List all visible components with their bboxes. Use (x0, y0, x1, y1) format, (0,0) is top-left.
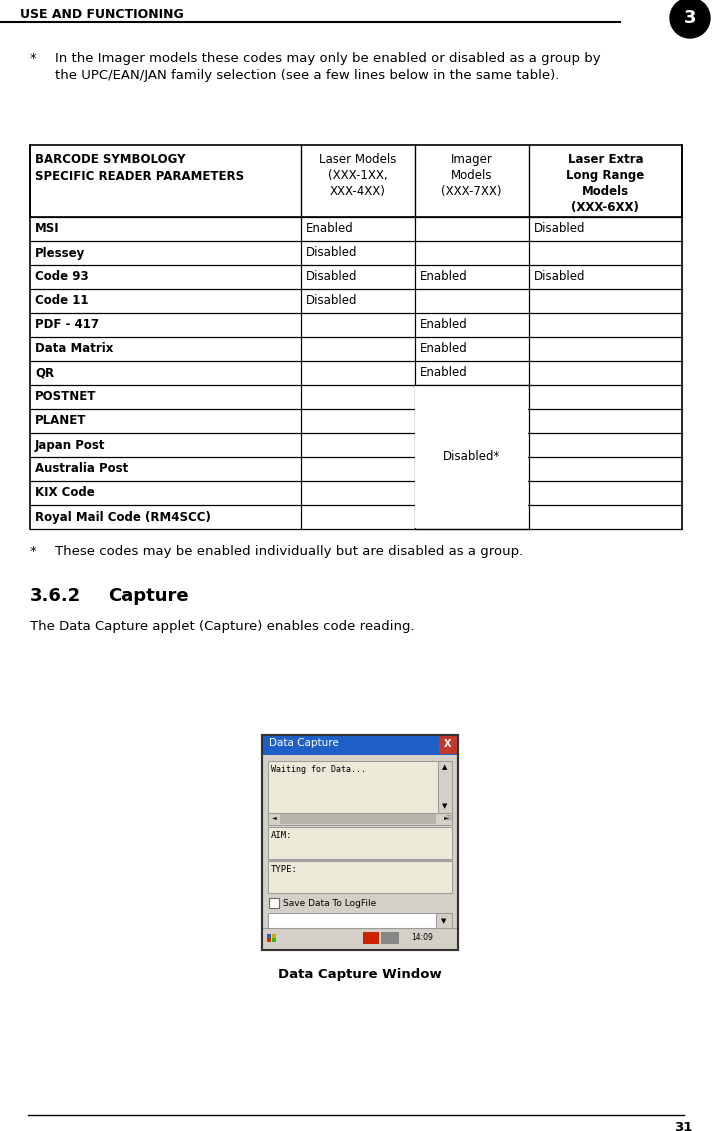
Text: X: X (444, 739, 451, 749)
Text: ⊞: ⊞ (445, 815, 451, 821)
Text: Disabled: Disabled (534, 270, 585, 284)
Text: Disabled: Disabled (305, 294, 357, 308)
Bar (269, 898, 279, 908)
Text: Disabled: Disabled (534, 223, 585, 235)
Text: USE AND FUNCTIONING: USE AND FUNCTIONING (20, 8, 184, 20)
Text: POSTNET: POSTNET (35, 390, 96, 404)
Text: Code 93: Code 93 (35, 270, 88, 284)
Text: KIX Code: KIX Code (35, 486, 95, 500)
Text: ▼: ▼ (442, 803, 448, 809)
Text: In the Imager models these codes may only be enabled or disabled as a group by: In the Imager models these codes may onl… (55, 52, 601, 64)
Text: the UPC/EAN/JAN family selection (see a few lines below in the same table).: the UPC/EAN/JAN family selection (see a … (55, 69, 560, 83)
Circle shape (670, 0, 710, 38)
Text: TYPE:: TYPE: (271, 865, 298, 874)
Text: MSI: MSI (35, 223, 60, 235)
Text: Enabled: Enabled (419, 319, 468, 331)
Text: 14:09: 14:09 (411, 933, 433, 942)
Text: BARCODE SYMBOLOGY
SPECIFIC READER PARAMETERS: BARCODE SYMBOLOGY SPECIFIC READER PARAME… (35, 153, 244, 183)
Bar (268, 827, 452, 860)
Bar (268, 861, 452, 893)
Text: Enabled: Enabled (419, 366, 468, 380)
Bar (30, 145, 682, 217)
Text: ▼: ▼ (441, 918, 446, 924)
Text: Capture: Capture (108, 587, 189, 605)
Text: *: * (30, 545, 37, 558)
Bar (280, 814, 436, 824)
Text: Code 11: Code 11 (35, 294, 88, 308)
Text: Disabled*: Disabled* (443, 450, 501, 464)
Text: 3: 3 (684, 9, 696, 27)
Text: Laser Models
(XXX-1XX,
XXX-4XX): Laser Models (XXX-1XX, XXX-4XX) (319, 153, 397, 198)
Text: Plessey: Plessey (35, 247, 85, 259)
Text: The Data Capture applet (Capture) enables code reading.: The Data Capture applet (Capture) enable… (30, 620, 414, 633)
Text: ►: ► (444, 815, 449, 820)
Text: ▲: ▲ (442, 765, 448, 770)
Bar (272, 938, 276, 942)
Text: Data Matrix: Data Matrix (35, 343, 113, 355)
Bar (262, 735, 458, 756)
Bar (438, 761, 452, 813)
Text: PDF - 417: PDF - 417 (35, 319, 99, 331)
Bar (268, 813, 452, 824)
Text: These codes may be enabled individually but are disabled as a group.: These codes may be enabled individually … (55, 545, 523, 558)
Text: Enabled: Enabled (419, 270, 468, 284)
Text: Waiting for Data...: Waiting for Data... (271, 765, 366, 774)
Text: Save Data To LogFile: Save Data To LogFile (283, 899, 376, 908)
Bar (262, 735, 458, 950)
Text: Enabled: Enabled (305, 223, 353, 235)
Bar (436, 913, 452, 929)
Text: PLANET: PLANET (35, 414, 86, 428)
Text: Disabled: Disabled (305, 247, 357, 259)
Text: 31: 31 (674, 1121, 692, 1131)
Bar (363, 932, 379, 944)
Text: ◄: ◄ (271, 815, 276, 820)
Text: Enabled: Enabled (419, 343, 468, 355)
Bar (267, 934, 271, 938)
Text: AIM:: AIM: (271, 831, 293, 840)
Bar (268, 761, 438, 813)
Text: Data Capture Window: Data Capture Window (278, 968, 442, 981)
Text: Royal Mail Code (RM4SCC): Royal Mail Code (RM4SCC) (35, 510, 211, 524)
Bar (262, 735, 458, 950)
Bar (381, 932, 399, 944)
Text: Laser Extra
Long Range
Models
(XXX-6XX): Laser Extra Long Range Models (XXX-6XX) (566, 153, 644, 214)
Text: Data Capture: Data Capture (269, 739, 339, 748)
Bar (267, 938, 271, 942)
Bar (272, 934, 276, 938)
Text: Disabled: Disabled (305, 270, 357, 284)
Text: Imager
Models
(XXX-7XX): Imager Models (XXX-7XX) (441, 153, 502, 198)
Text: Japan Post: Japan Post (35, 439, 105, 451)
Bar (268, 913, 436, 929)
Text: Australia Post: Australia Post (35, 463, 128, 475)
Text: 3.6.2: 3.6.2 (30, 587, 81, 605)
Bar (439, 736, 457, 754)
Text: *: * (30, 52, 37, 64)
Bar (416, 386, 528, 528)
Text: QR: QR (35, 366, 54, 380)
Bar (262, 929, 458, 950)
